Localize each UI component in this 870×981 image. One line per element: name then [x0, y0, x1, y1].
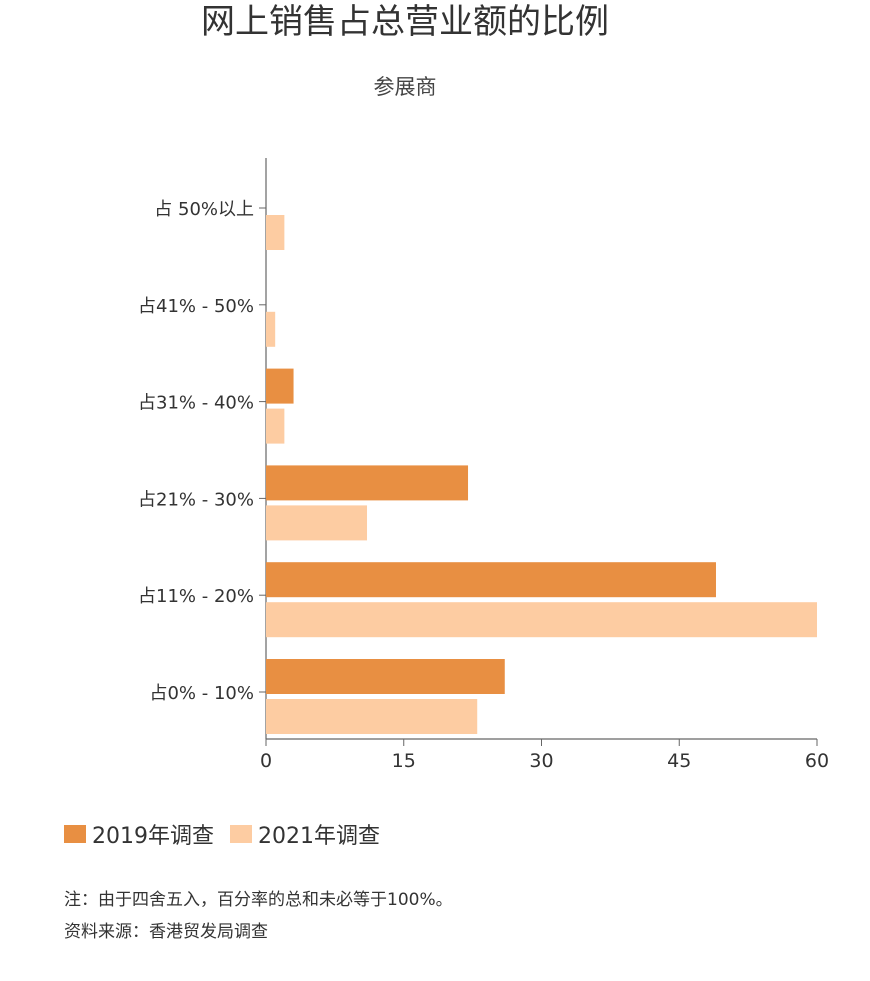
x-tick-label: 15 — [392, 750, 416, 772]
legend-label-2019: 2019年调查 — [92, 824, 214, 849]
y-tick-label: 占21% - 30% — [138, 489, 254, 510]
legend-swatch-2019 — [64, 825, 86, 843]
y-tick-label: 占 50%以上 — [154, 199, 254, 220]
bar-2021 — [266, 215, 285, 250]
chart-subtitle: 参展商 — [373, 75, 437, 99]
y-tick-label: 占11% - 20% — [138, 586, 254, 607]
legend-label-2021: 2021年调查 — [258, 824, 380, 849]
bar-2021 — [266, 505, 368, 541]
footnotes: 注：由于四舍五入，百分率的总和未必等于100%。 资料来源：香港贸发局调查 — [64, 884, 453, 948]
y-tick-label: 占31% - 40% — [138, 393, 254, 414]
bar-2019 — [266, 562, 716, 598]
x-tick-label: 30 — [529, 750, 553, 772]
bar-2019 — [266, 659, 505, 694]
bar-2019 — [266, 465, 469, 501]
bar-2021 — [266, 408, 285, 444]
y-tick-label: 占41% - 50% — [138, 296, 254, 317]
bar-2021 — [266, 699, 478, 734]
chart-title: 网上销售占总营业额的比例 — [201, 2, 609, 42]
bar-2021 — [266, 311, 276, 347]
legend-item-2019: 2019年调查 — [64, 818, 214, 850]
bar-2021 — [266, 602, 817, 638]
legend-item-2021: 2021年调查 — [230, 818, 380, 850]
legend-swatch-2021 — [230, 825, 252, 843]
y-tick-label: 占0% - 10% — [149, 683, 254, 704]
x-tick-label: 45 — [667, 750, 691, 772]
x-tick-label: 60 — [805, 750, 829, 772]
x-tick-label: 0 — [260, 750, 272, 772]
source-note: 资料来源：香港贸发局调查 — [64, 922, 268, 942]
bar-2019 — [266, 368, 294, 404]
rounding-note: 注：由于四舍五入，百分率的总和未必等于100%。 — [64, 890, 453, 910]
legend: 2019年调查 2021年调查 — [64, 818, 396, 850]
